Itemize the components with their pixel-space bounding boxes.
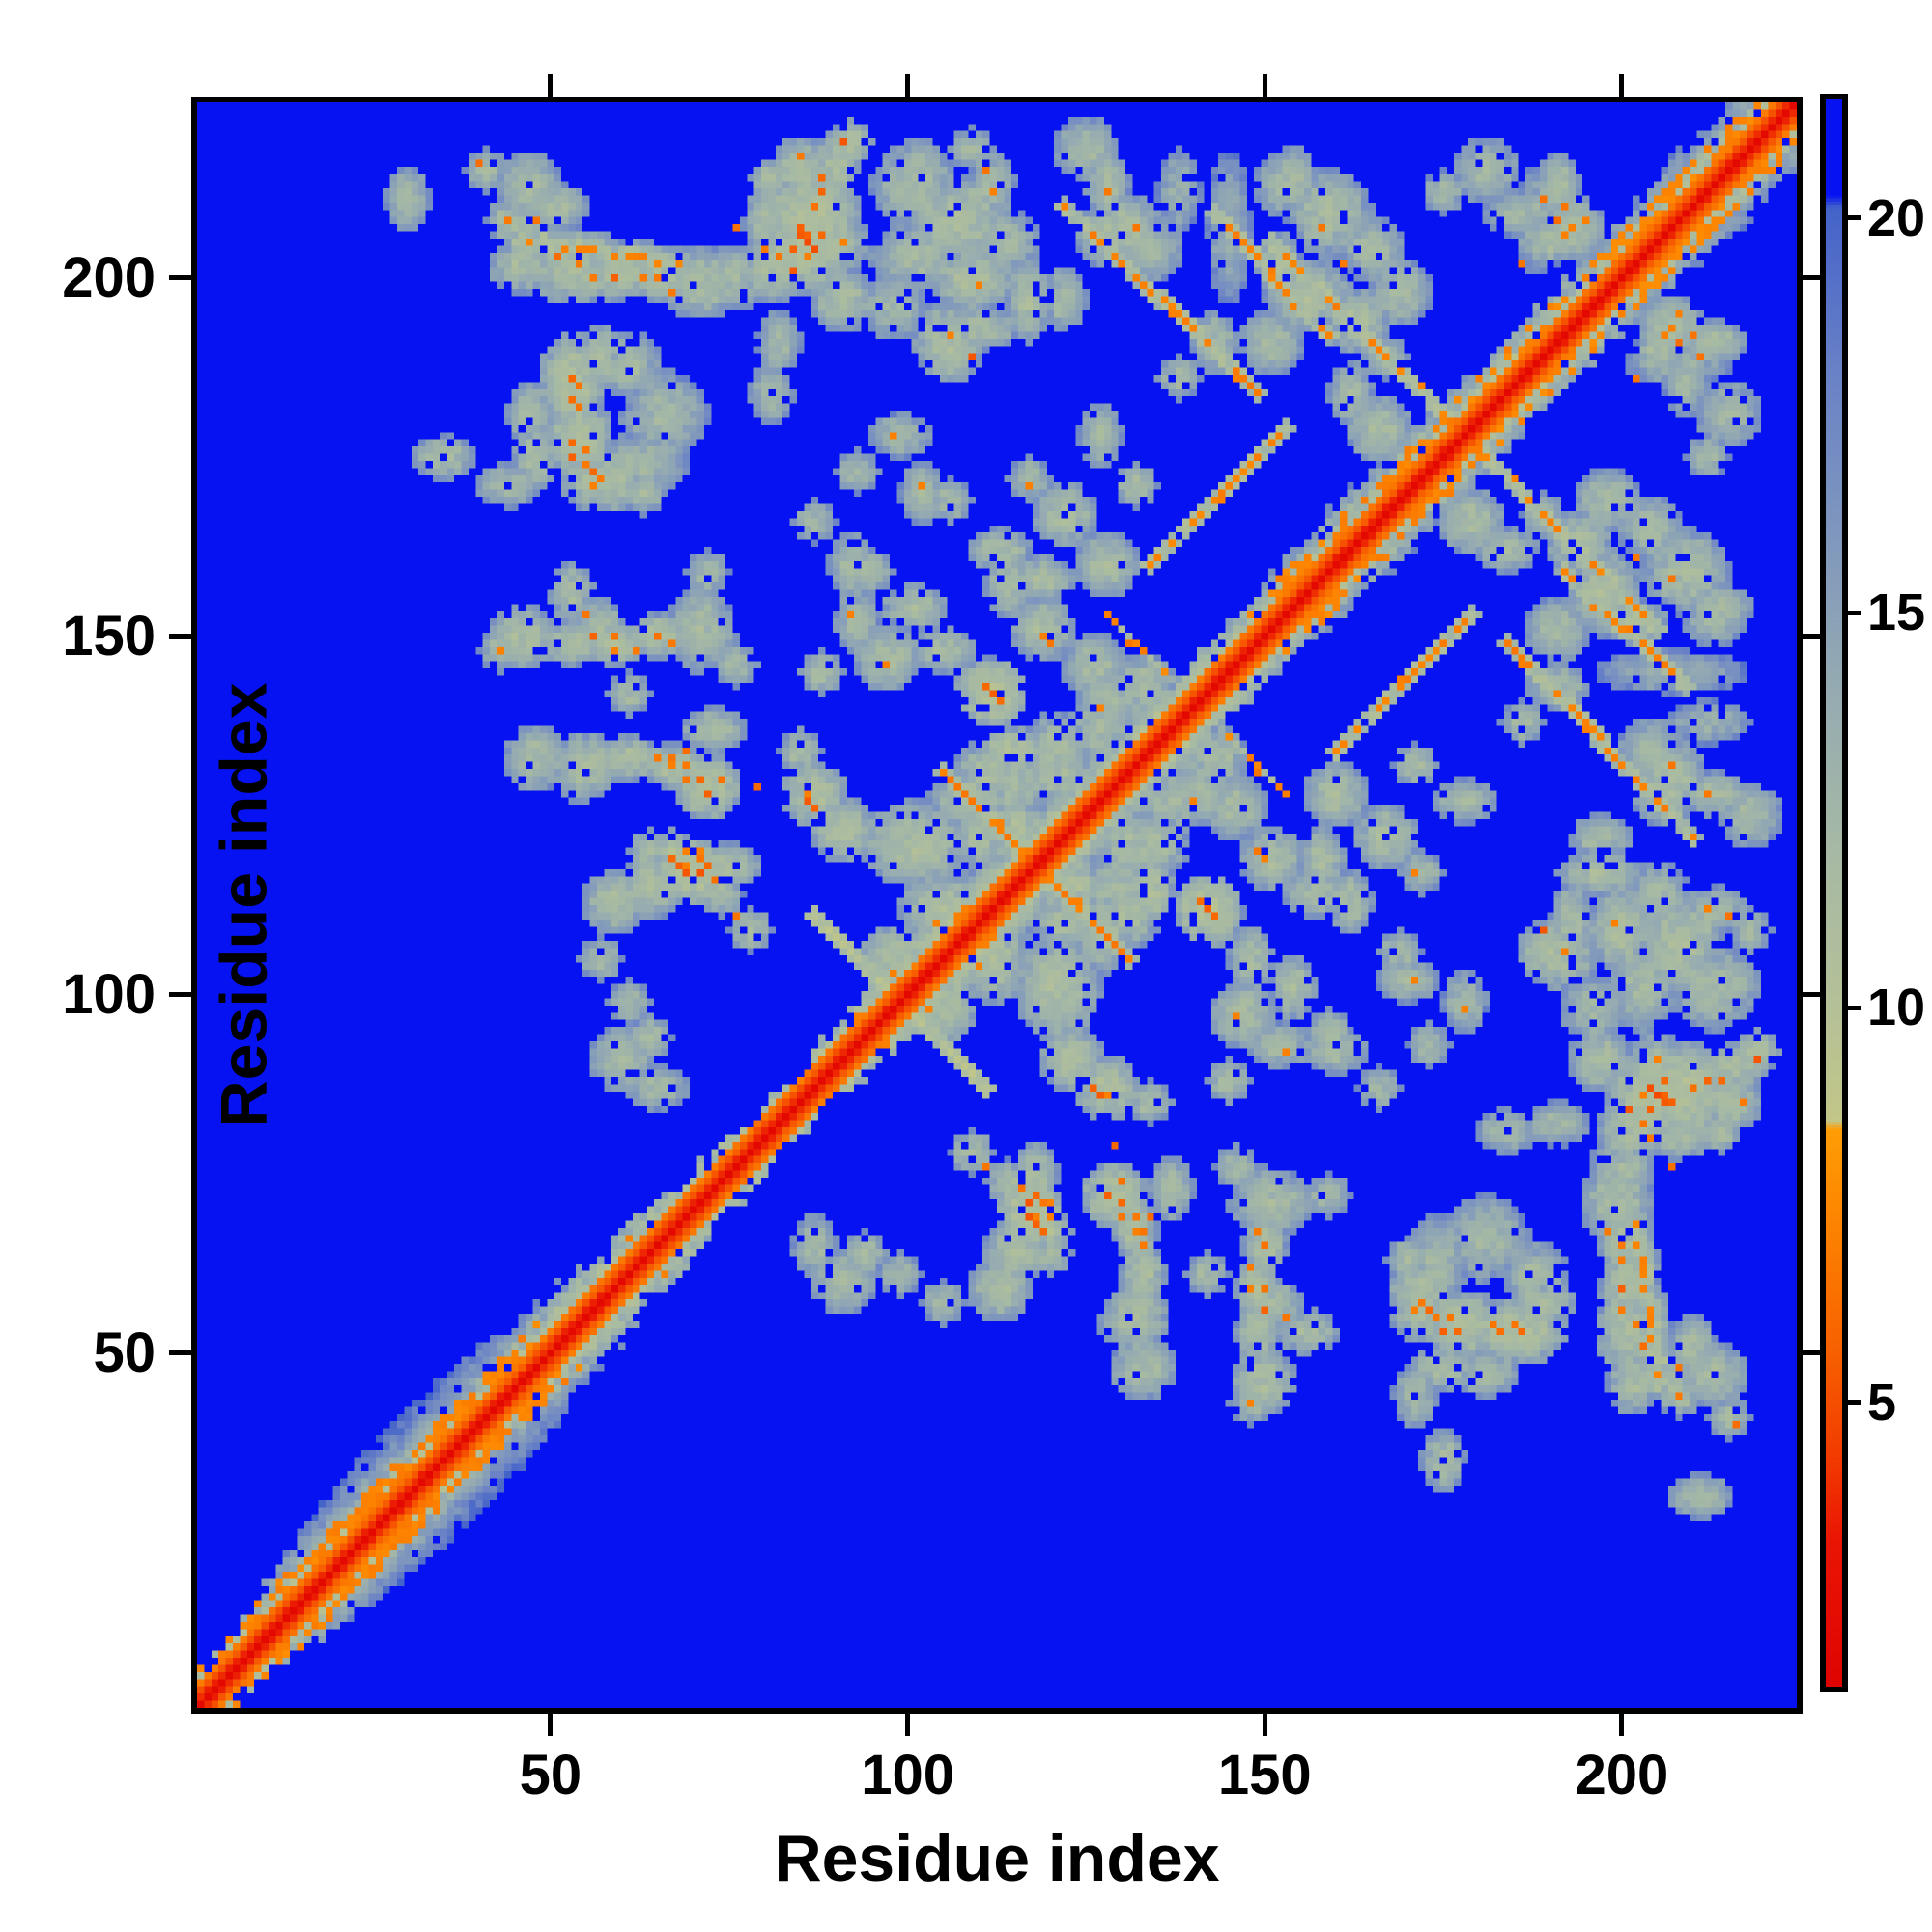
y-tick-right	[1803, 1350, 1825, 1356]
y-tick-label: 100	[62, 962, 156, 1026]
colorbar-tick-label: 10	[1867, 979, 1926, 1037]
x-tick-label: 150	[1217, 1744, 1312, 1806]
x-tick-label: 100	[861, 1744, 954, 1806]
colorbar-canvas	[1826, 99, 1842, 1687]
x-tick-label: 50	[519, 1744, 582, 1806]
x-tick	[905, 1714, 911, 1736]
y-tick-label: 200	[62, 245, 156, 309]
x-tick	[1262, 1714, 1267, 1736]
x-tick	[1619, 1714, 1625, 1736]
colorbar-tick	[1848, 1005, 1861, 1010]
colorbar-frame	[1820, 94, 1848, 1692]
heatmap-canvas	[197, 102, 1797, 1708]
y-tick-right	[1803, 634, 1825, 639]
plot-frame	[191, 97, 1803, 1714]
y-tick	[169, 1350, 191, 1356]
colorbar-tick-label: 20	[1867, 188, 1926, 247]
colorbar-tick	[1848, 1400, 1861, 1406]
y-tick-label: 150	[62, 604, 156, 668]
colorbar-tick	[1848, 610, 1861, 615]
y-axis-title: Residue index	[207, 682, 281, 1128]
x-tick-top	[548, 74, 554, 97]
y-tick-right	[1803, 275, 1825, 281]
colorbar-tick-label: 5	[1867, 1373, 1897, 1432]
y-tick	[169, 275, 191, 281]
x-tick-top	[1619, 74, 1625, 97]
x-tick	[548, 1714, 554, 1736]
y-tick	[169, 634, 191, 639]
x-axis-title: Residue index	[774, 1822, 1220, 1895]
y-tick-right	[1803, 992, 1825, 998]
x-tick-label: 200	[1575, 1744, 1669, 1806]
colorbar-tick-label: 15	[1867, 583, 1926, 642]
y-tick-label: 50	[93, 1321, 156, 1384]
y-tick	[169, 992, 191, 998]
colorbar-tick	[1848, 215, 1861, 221]
x-tick-top	[1262, 74, 1267, 97]
x-tick-top	[905, 74, 911, 97]
